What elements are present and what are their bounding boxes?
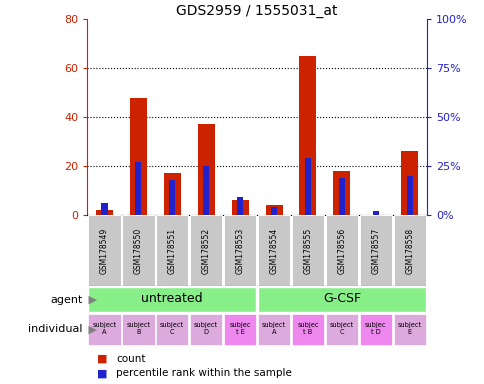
Bar [88, 314, 121, 345]
Text: subject
B: subject B [126, 322, 150, 335]
Bar [189, 314, 222, 345]
Text: subject
A: subject A [92, 322, 116, 335]
Bar [393, 215, 425, 286]
Text: individual: individual [28, 324, 82, 334]
Bar [333, 171, 349, 215]
Bar [265, 205, 282, 215]
Text: GSM178550: GSM178550 [134, 227, 142, 274]
Text: subject
C: subject C [329, 322, 353, 335]
Text: GSM178556: GSM178556 [337, 227, 346, 274]
Text: ▶: ▶ [85, 324, 97, 334]
Bar [338, 178, 345, 215]
Bar [359, 314, 392, 345]
Text: untreated: untreated [141, 293, 203, 306]
Text: count: count [116, 354, 146, 364]
Bar [299, 56, 316, 215]
Bar [406, 176, 412, 215]
Text: GSM178557: GSM178557 [371, 227, 379, 274]
Text: GSM178555: GSM178555 [303, 227, 312, 274]
Bar [291, 314, 324, 345]
Bar [189, 215, 222, 286]
Text: agent: agent [50, 295, 82, 305]
Text: subject
A: subject A [261, 322, 286, 335]
Bar [121, 215, 154, 286]
Bar [393, 314, 425, 345]
Text: subjec
t B: subjec t B [297, 322, 318, 335]
Text: ■: ■ [97, 368, 107, 378]
Bar [88, 287, 256, 312]
Bar [95, 210, 112, 215]
Bar [168, 180, 175, 215]
Bar [400, 151, 417, 215]
Text: ■: ■ [97, 354, 107, 364]
Bar [223, 215, 256, 286]
Text: subjec
t D: subjec t D [364, 322, 386, 335]
Text: subject
D: subject D [194, 322, 218, 335]
Text: ▶: ▶ [85, 295, 97, 305]
Bar [270, 207, 277, 215]
Bar [135, 162, 141, 215]
Text: GSM178551: GSM178551 [167, 227, 176, 274]
Text: subject
E: subject E [397, 322, 421, 335]
Text: subject
C: subject C [160, 322, 184, 335]
Bar [304, 158, 311, 215]
Bar [202, 166, 209, 215]
Bar [257, 314, 290, 345]
Text: GSM178558: GSM178558 [405, 227, 413, 274]
Bar [291, 215, 324, 286]
Text: percentile rank within the sample: percentile rank within the sample [116, 368, 292, 378]
Bar [129, 98, 146, 215]
Text: GSM178549: GSM178549 [100, 227, 108, 274]
Title: GDS2959 / 1555031_at: GDS2959 / 1555031_at [176, 4, 337, 18]
Text: GSM178554: GSM178554 [269, 227, 278, 274]
Bar [155, 215, 188, 286]
Bar [257, 287, 425, 312]
Bar [359, 215, 392, 286]
Bar [101, 203, 107, 215]
Text: GSM178553: GSM178553 [235, 227, 244, 274]
Text: G-CSF: G-CSF [322, 293, 360, 306]
Bar [325, 215, 358, 286]
Bar [121, 314, 154, 345]
Bar [257, 215, 290, 286]
Bar [197, 124, 214, 215]
Bar [155, 314, 188, 345]
Bar [325, 314, 358, 345]
Bar [231, 200, 248, 215]
Text: GSM178552: GSM178552 [201, 227, 210, 274]
Bar [163, 174, 180, 215]
Bar [236, 197, 243, 215]
Bar [372, 211, 378, 215]
Text: subjec
t E: subjec t E [229, 322, 250, 335]
Bar [223, 314, 256, 345]
Bar [88, 215, 121, 286]
